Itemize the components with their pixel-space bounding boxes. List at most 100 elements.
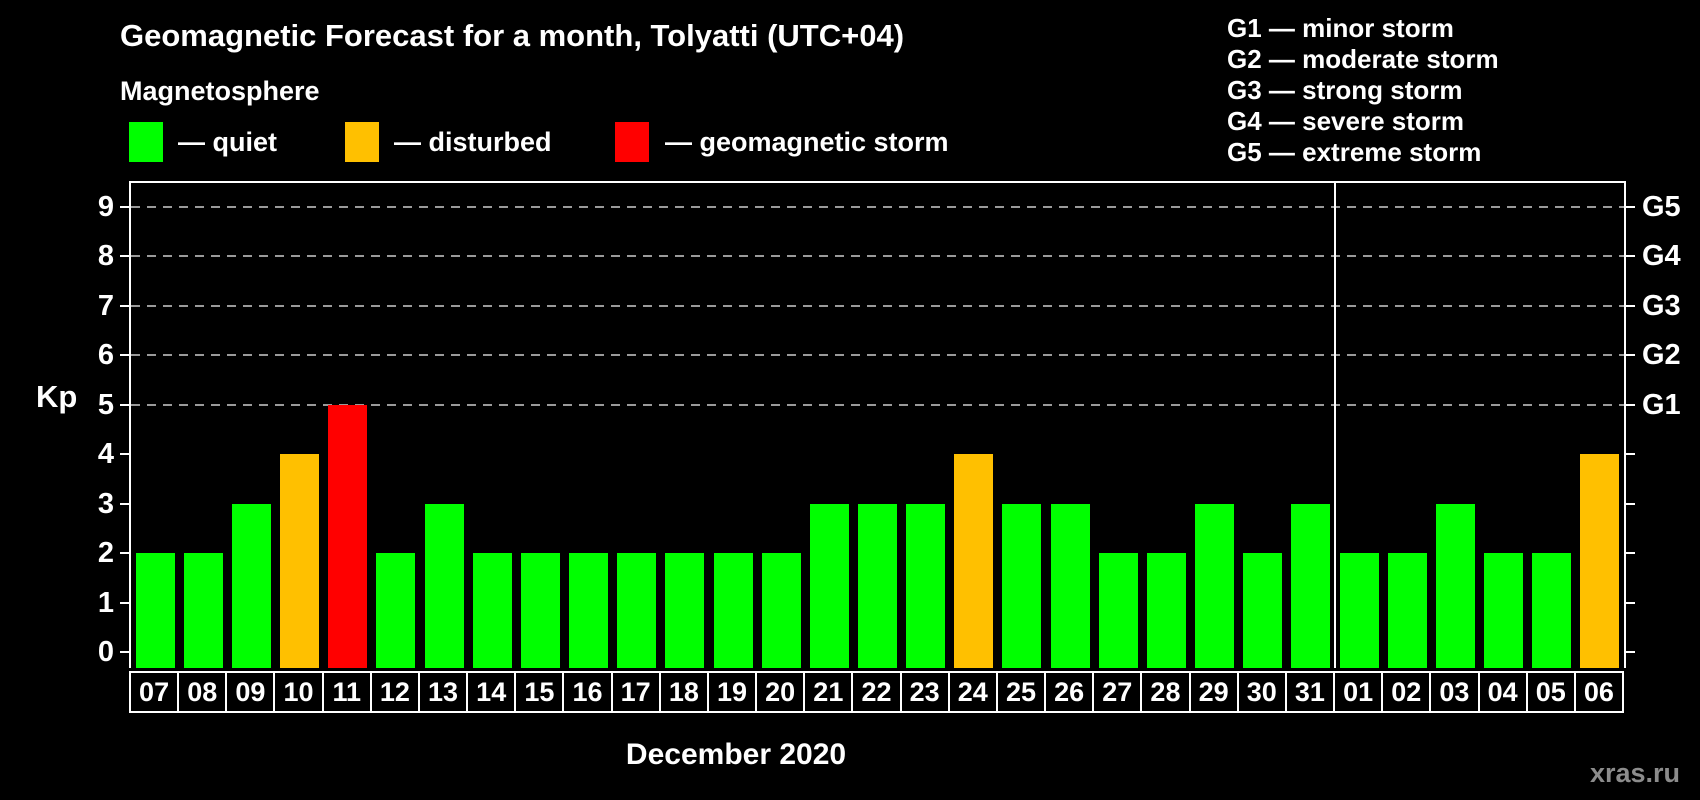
legend-label-quiet: — quiet [178, 127, 277, 157]
y-tick-label: 6 [97, 339, 114, 371]
y-tick-label: 7 [97, 289, 114, 322]
right-axis-label-g2: G2 [1642, 339, 1681, 371]
y-axis-tick-left [120, 403, 131, 406]
date-cell-17: 17 [610, 671, 661, 713]
kp-bar-day-21 [809, 503, 849, 668]
kp-bar-day-06 [1580, 454, 1620, 668]
y-axis-tick-left [120, 255, 131, 257]
y-axis-tick-left [120, 304, 131, 307]
y-axis-tick-right [1624, 502, 1635, 505]
kp-bar-day-11 [328, 404, 368, 668]
kp-bar-day-18 [665, 553, 705, 668]
disturbed-color-swatch [345, 122, 379, 162]
date-cell-05: 05 [1525, 671, 1576, 713]
date-cell-25: 25 [995, 671, 1047, 713]
x-axis-month-label: December 2020 [625, 738, 847, 771]
date-cell-18: 18 [658, 671, 709, 713]
kp-bar-day-19 [713, 553, 753, 668]
y-tick-label: 5 [97, 388, 114, 421]
y-axis-tick-left [120, 601, 131, 604]
date-cell-21: 21 [803, 671, 854, 713]
quiet-color-swatch [129, 122, 163, 162]
kp-bar-day-13 [424, 503, 464, 668]
plot-border-left [129, 181, 131, 668]
gridline-kp9 [131, 205, 1624, 208]
date-cell-19: 19 [706, 671, 758, 713]
kp-bar-day-03 [1435, 503, 1475, 668]
y-tick-label: 1 [97, 586, 114, 619]
date-cell-10: 10 [273, 671, 324, 713]
date-cell-31: 31 [1284, 671, 1336, 713]
y-axis-tick-right [1624, 552, 1635, 554]
right-axis-label-g1: G1 [1642, 388, 1681, 421]
kp-bar-day-30 [1243, 553, 1283, 668]
plot-border-top [129, 181, 1626, 183]
kp-bar-day-24 [954, 454, 994, 668]
kp-bar-day-07 [135, 553, 175, 668]
y-axis-tick-left [120, 205, 131, 208]
y-tick-label: 2 [97, 537, 114, 569]
y-axis-tick-right [1624, 255, 1635, 257]
kp-bar-day-04 [1484, 553, 1524, 668]
date-cell-22: 22 [851, 671, 902, 713]
y-axis-tick-left [120, 502, 131, 505]
gridline-kp6 [131, 354, 1624, 356]
date-cell-02: 02 [1381, 671, 1432, 713]
kp-bar-day-17 [617, 553, 657, 668]
page-title: Geomagnetic Forecast for a month, Tolyat… [120, 18, 905, 53]
right-axis-label-g5: G5 [1642, 190, 1681, 223]
gridline-kp5 [131, 403, 1624, 406]
right-axis-label-g3: G3 [1642, 289, 1681, 322]
g-legend-line: G2 — moderate storm [1227, 44, 1499, 74]
y-axis-tick-right [1624, 354, 1635, 356]
kp-bar-day-02 [1387, 553, 1427, 668]
y-tick-label: 8 [97, 240, 114, 272]
y-tick-label: 4 [97, 438, 114, 470]
date-cell-07: 07 [129, 671, 180, 713]
y-axis-tick-right [1624, 651, 1635, 653]
kp-bar-day-31 [1291, 503, 1331, 668]
y-axis-tick-left [120, 354, 131, 356]
kp-bar-day-25 [1002, 503, 1042, 668]
y-axis-tick-right [1624, 205, 1635, 208]
kp-bar-day-27 [1098, 553, 1138, 668]
legend-label-storm: — geomagnetic storm [665, 127, 949, 157]
kp-bar-day-15 [520, 553, 560, 668]
kp-bar-day-14 [472, 553, 512, 668]
y-axis-tick-right [1624, 403, 1635, 406]
y-tick-label: 0 [97, 636, 114, 668]
date-cell-14: 14 [466, 671, 517, 713]
kp-bar-day-22 [858, 503, 897, 668]
date-cell-27: 27 [1092, 671, 1143, 713]
y-axis-tick-left [120, 453, 131, 455]
date-cell-01: 01 [1333, 671, 1384, 713]
y-axis-tick-right [1624, 601, 1635, 604]
right-axis-label-g4: G4 [1642, 240, 1681, 272]
y-axis-tick-left [120, 651, 131, 653]
date-cell-26: 26 [1044, 671, 1095, 713]
kp-bar-day-28 [1146, 553, 1186, 668]
date-cell-30: 30 [1236, 671, 1287, 713]
watermark: xras.ru [1589, 758, 1680, 788]
date-cell-09: 09 [225, 671, 276, 713]
y-axis-tick-left [120, 552, 131, 554]
plot-border-right [1624, 181, 1626, 668]
kp-bar-day-20 [761, 553, 801, 668]
y-axis-label: Kp [36, 379, 78, 414]
y-axis-tick-right [1624, 304, 1635, 307]
date-cell-08: 08 [177, 671, 228, 713]
date-cell-03: 03 [1429, 671, 1480, 713]
gridline-kp7 [131, 304, 1624, 307]
kp-bar-day-08 [183, 553, 223, 668]
g-legend-line: G3 — strong storm [1227, 75, 1463, 105]
kp-bar-day-29 [1195, 503, 1235, 668]
date-cell-11: 11 [321, 671, 372, 713]
date-cell-29: 29 [1188, 671, 1239, 713]
g-scale-legend: G1 — minor storm G2 — moderate storm G3 … [1227, 13, 1499, 168]
date-cell-15: 15 [514, 671, 565, 713]
kp-bar-day-23 [906, 503, 946, 668]
kp-bar-day-01 [1339, 553, 1379, 668]
date-cell-23: 23 [899, 671, 950, 713]
date-cell-28: 28 [1140, 671, 1191, 713]
g-legend-line: G1 — minor storm [1227, 13, 1454, 43]
